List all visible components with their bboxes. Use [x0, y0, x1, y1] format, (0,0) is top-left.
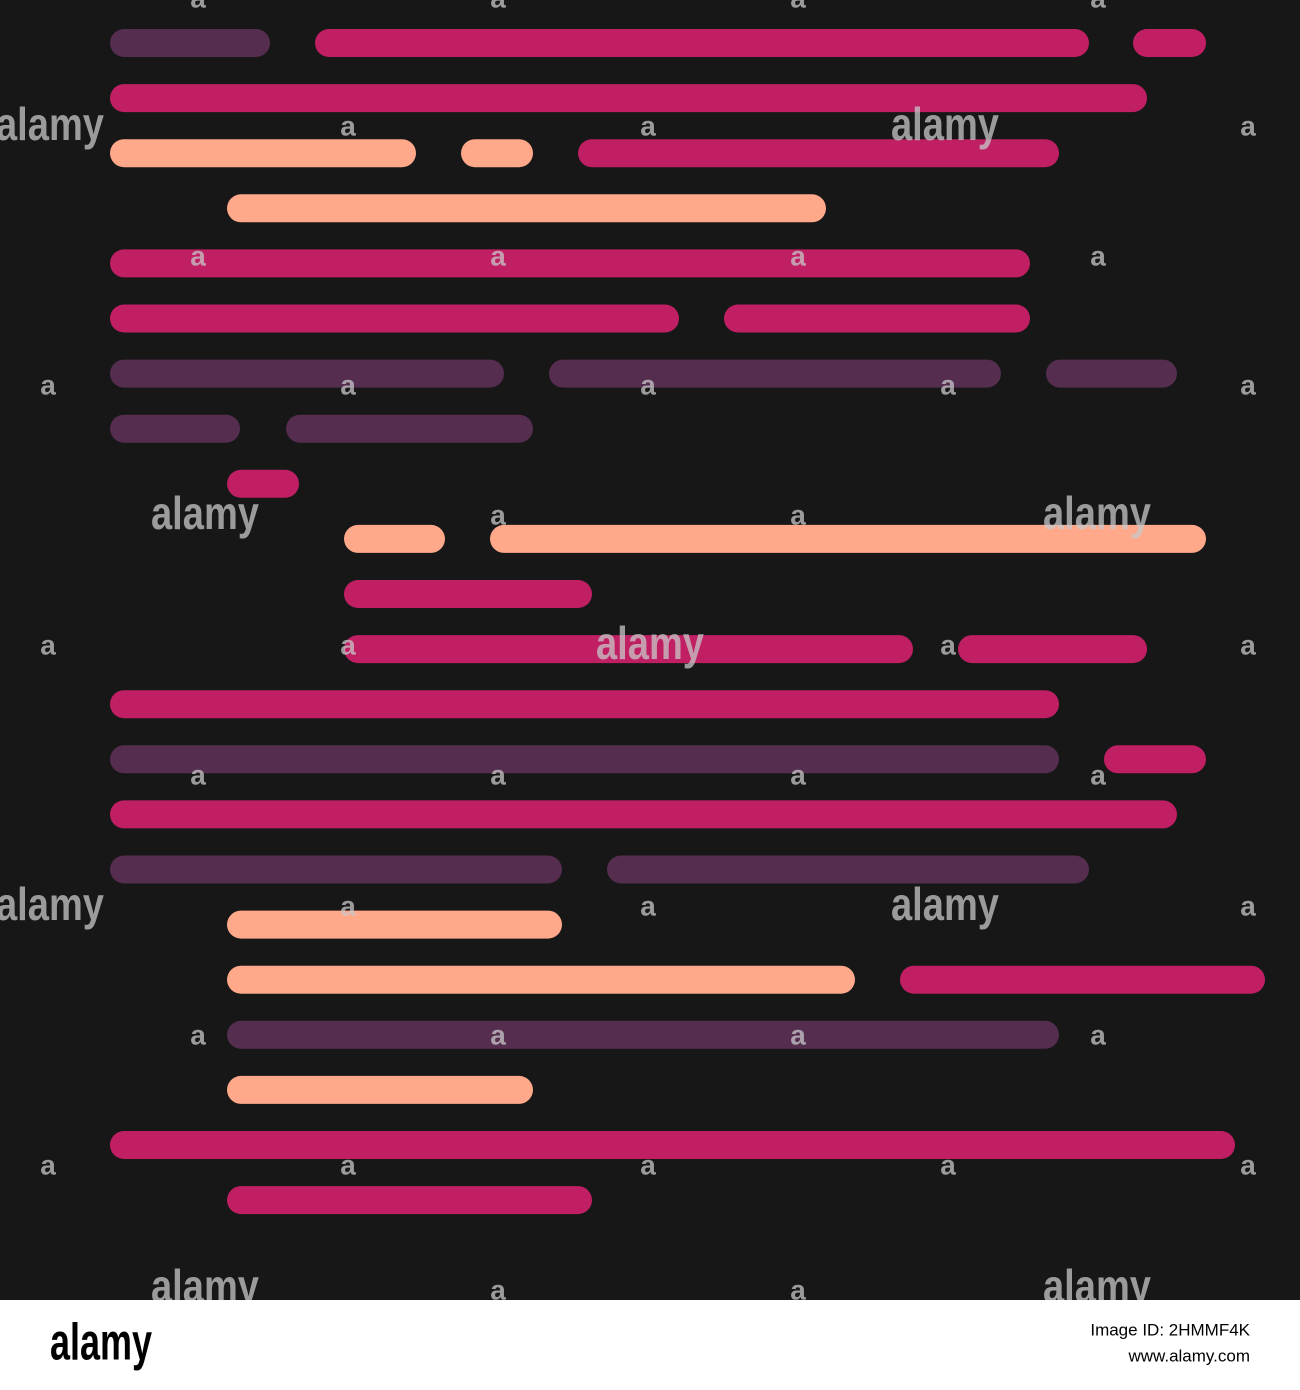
code-line	[958, 635, 1147, 664]
code-line	[286, 414, 533, 443]
watermark-mark: a	[640, 369, 656, 400]
code-line	[227, 965, 855, 994]
watermark-mark: a	[790, 1274, 806, 1305]
watermark-mark: a	[1240, 1149, 1256, 1180]
watermark-logo: alamy	[151, 487, 259, 539]
code-line	[110, 359, 504, 388]
code-line	[110, 800, 1177, 829]
watermark-logo: alamy	[891, 98, 999, 150]
code-line	[549, 359, 1001, 388]
watermark-mark: a	[1090, 0, 1106, 13]
watermark-mark: a	[1090, 240, 1106, 271]
watermark-logo: alamy	[891, 878, 999, 930]
watermark-mark: a	[1240, 110, 1256, 141]
code-line	[110, 249, 1030, 278]
watermark-mark: a	[1240, 890, 1256, 921]
code-line	[110, 139, 416, 168]
code-line	[607, 855, 1089, 884]
code-line	[490, 524, 1206, 553]
watermark-mark: a	[940, 369, 956, 400]
watermark-mark: a	[640, 1149, 656, 1180]
watermark-mark: a	[190, 0, 206, 13]
watermark-mark: a	[490, 240, 506, 271]
code-line	[227, 194, 826, 223]
code-line	[461, 139, 533, 168]
watermark-mark: a	[640, 890, 656, 921]
watermark-mark: a	[790, 1019, 806, 1050]
watermark-mark: a	[790, 0, 806, 13]
watermark-mark: a	[190, 759, 206, 790]
watermark-mark: a	[340, 629, 356, 660]
watermark-mark: a	[340, 890, 356, 921]
watermark-mark: a	[940, 629, 956, 660]
watermark-mark: a	[190, 1019, 206, 1050]
image-id: Image ID: 2HMMF4K	[1090, 1320, 1250, 1339]
watermark-mark: a	[490, 0, 506, 13]
code-line	[344, 524, 445, 553]
code-line	[110, 304, 679, 333]
watermark-mark: a	[1240, 629, 1256, 660]
watermark-logo: alamy	[596, 617, 704, 669]
watermark-mark: a	[340, 1149, 356, 1180]
watermark-mark: a	[940, 1149, 956, 1180]
watermark-mark: a	[790, 499, 806, 530]
footer-logo: alamy	[50, 1314, 152, 1372]
watermark-logo: alamy	[0, 878, 104, 930]
code-line	[227, 1075, 533, 1104]
watermark-mark: a	[490, 1274, 506, 1305]
code-line	[227, 1020, 1059, 1049]
code-line	[110, 745, 1059, 774]
watermark-mark: a	[490, 1019, 506, 1050]
watermark-mark: a	[490, 759, 506, 790]
code-line	[578, 139, 1059, 168]
watermark-mark: a	[1090, 759, 1106, 790]
watermark-mark: a	[40, 629, 56, 660]
code-line	[344, 635, 913, 664]
code-line	[110, 690, 1059, 719]
footer-url: www.alamy.com	[1127, 1346, 1250, 1365]
code-line	[110, 414, 240, 443]
watermark-mark: a	[790, 759, 806, 790]
watermark-mark: a	[40, 1149, 56, 1180]
watermark-mark: a	[640, 110, 656, 141]
watermark-mark: a	[790, 240, 806, 271]
code-line	[227, 469, 299, 498]
watermark-mark: a	[190, 240, 206, 271]
code-line	[110, 84, 1147, 113]
watermark-mark: a	[340, 369, 356, 400]
code-line	[315, 29, 1089, 57]
code-line	[900, 965, 1265, 994]
watermark-logo: alamy	[0, 98, 104, 150]
watermark-mark: a	[340, 110, 356, 141]
code-lines	[110, 29, 1265, 1215]
code-line	[1046, 359, 1177, 388]
code-line	[110, 1131, 1235, 1159]
code-line	[724, 304, 1030, 333]
code-line	[227, 910, 562, 939]
watermark-mark: a	[1090, 1019, 1106, 1050]
watermark-mark: a	[490, 499, 506, 530]
code-line	[1133, 29, 1206, 57]
code-line	[344, 580, 592, 608]
code-line	[110, 29, 270, 57]
watermark-mark: a	[40, 369, 56, 400]
footer	[0, 1300, 1300, 1390]
code-line	[227, 1186, 592, 1215]
watermark-mark: a	[1240, 369, 1256, 400]
code-line	[110, 855, 562, 884]
watermark-logo: alamy	[1043, 487, 1151, 539]
code-line	[1104, 745, 1206, 774]
